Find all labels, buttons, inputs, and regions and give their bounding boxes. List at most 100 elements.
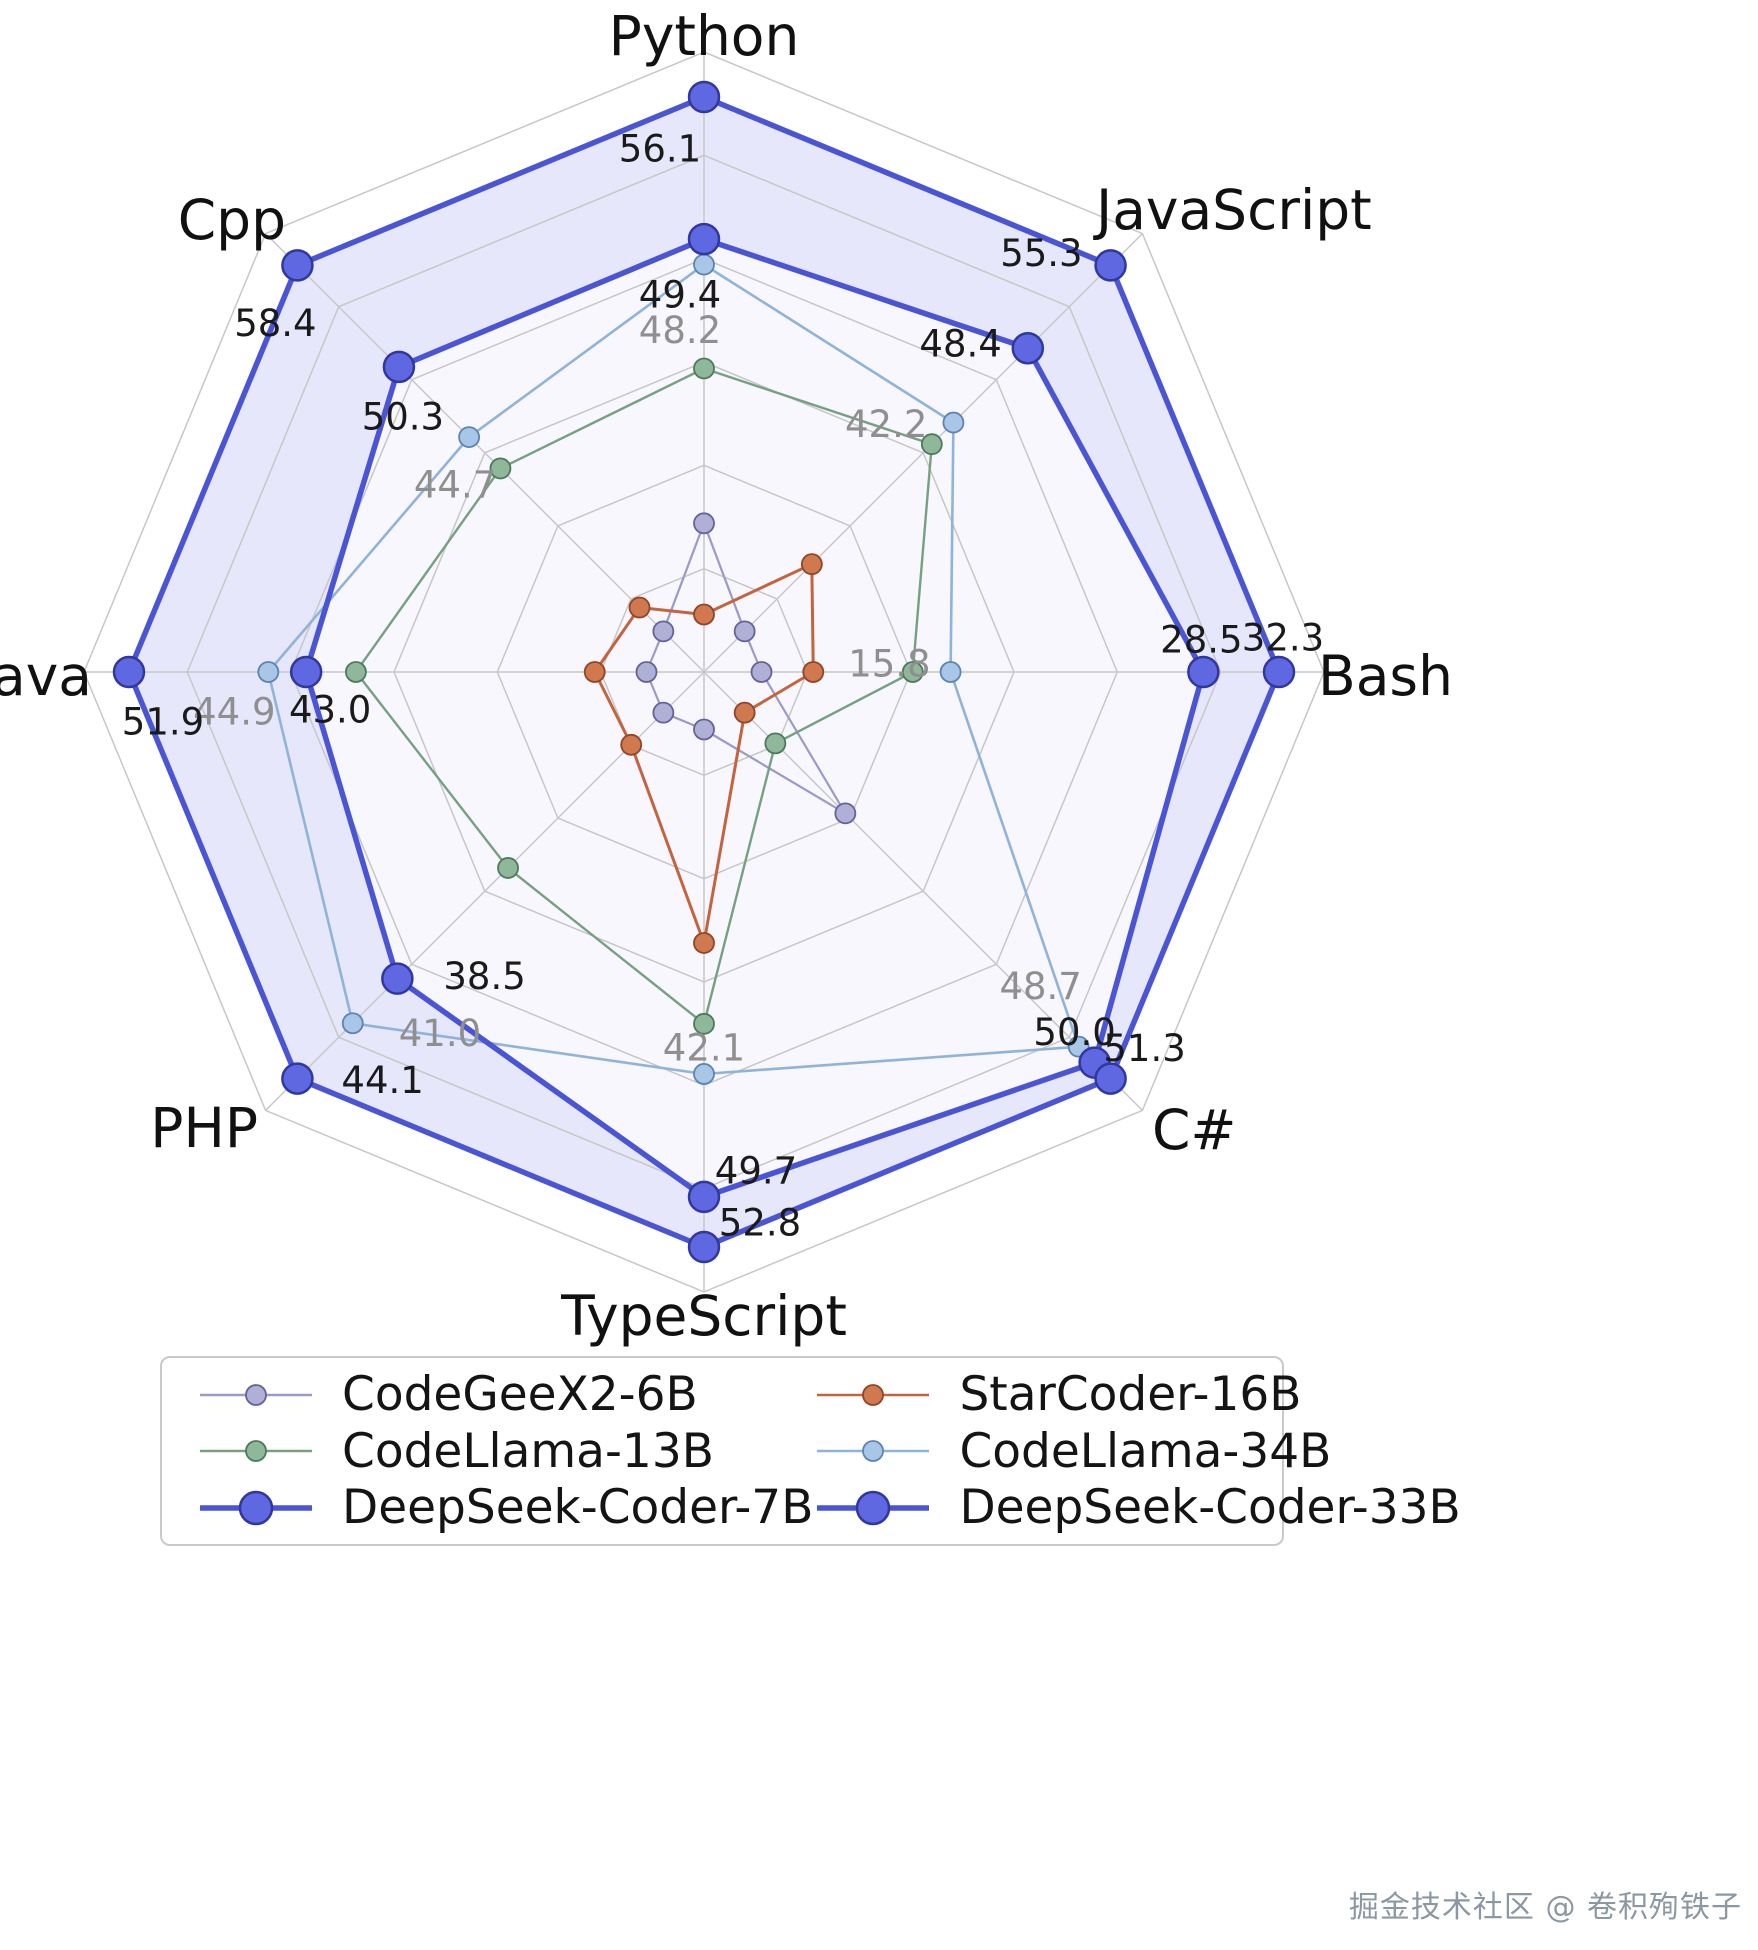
value-label-deepseek-coder-33b-c: 51.3 (1103, 1027, 1185, 1070)
value-label-codellama-34b-php: 41.0 (399, 1012, 481, 1055)
legend-label: DeepSeek-Coder-33B (959, 1480, 1461, 1535)
legend-item-codegeex2-6b: CodeGeeX2-6B (196, 1367, 813, 1423)
data-point-codegeex2-6b-cpp (652, 620, 675, 643)
data-point-starcoder-16b-javascript (800, 553, 823, 576)
axis-spoke-javascript (703, 233, 1143, 673)
axis-label-java: Java (0, 644, 92, 708)
data-point-deepseek-coder-7b-typescript (687, 1180, 721, 1214)
value-label-deepseek-coder-7b-cpp: 50.3 (362, 395, 444, 438)
legend-item-deepseek-coder-7b: DeepSeek-Coder-7B (196, 1480, 813, 1536)
legend-dot (238, 1490, 274, 1525)
data-point-deepseek-coder-33b-c (1094, 1062, 1127, 1095)
data-point-deepseek-coder-7b-javascript (1011, 331, 1045, 365)
value-label-deepseek-coder-33b-java: 51.9 (122, 701, 204, 744)
axis-label-javascript: JavaScript (1093, 178, 1372, 242)
value-label-deepseek-coder-7b-php: 38.5 (443, 955, 525, 998)
data-point-codellama-34b-java (257, 661, 280, 683)
legend-label: DeepSeek-Coder-7B (342, 1480, 814, 1535)
data-point-deepseek-coder-7b-bash (1187, 655, 1220, 689)
data-point-starcoder-16b-c (733, 701, 756, 724)
value-label-deepseek-coder-7b-javascript: 48.4 (919, 323, 1001, 366)
value-label-deepseek-coder-7b-java: 43.0 (289, 689, 371, 732)
value-label-deepseek-coder-7b-python: 49.4 (639, 274, 721, 317)
value-label-deepseek-coder-7b-c: 50.0 (1033, 1011, 1115, 1054)
value-label-deepseek-coder-33b-python: 56.1 (619, 128, 701, 171)
legend-marker-deepseek-coder-33b (817, 1490, 930, 1525)
data-point-starcoder-16b-typescript (693, 932, 715, 954)
value-label-deepseek-coder-7b-typescript: 49.7 (715, 1149, 797, 1192)
axis-label-typescript: TypeScript (560, 1284, 847, 1348)
data-point-deepseek-coder-7b-java (289, 655, 323, 689)
data-point-deepseek-coder-33b-javascript (1094, 249, 1127, 282)
value-label-deepseek-coder-33b-javascript: 55.3 (1000, 232, 1082, 275)
data-point-codellama-34b-python (693, 253, 715, 276)
data-point-deepseek-coder-33b-php (281, 1062, 314, 1095)
legend-item-codellama-13b: CodeLlama-13B (196, 1423, 813, 1479)
data-point-deepseek-coder-7b-php (381, 962, 414, 995)
data-point-deepseek-coder-7b-python (687, 222, 721, 256)
data-point-codellama-13b-cpp (489, 457, 512, 480)
data-point-codellama-34b-cpp (458, 426, 480, 448)
radar-chart: 48.2 42.2 15.8 48.7 42.1 41.0 44.9 44.7 49.4 48.4… (0, 4, 1453, 1348)
legend-marker-codellama-34b (817, 1440, 930, 1462)
axis-label-cpp: Cpp (178, 188, 286, 252)
legend-label: CodeLlama-13B (342, 1423, 714, 1479)
legend-marker-codellama-13b (200, 1440, 312, 1462)
legend-dot (862, 1383, 885, 1406)
data-point-starcoder-16b-php (620, 733, 643, 756)
watermark-text: 掘金技术社区 @ 卷积殉铁子 (1348, 1890, 1742, 1925)
data-point-codellama-13b-c (764, 732, 787, 755)
axis-spoke-cpp (265, 233, 705, 673)
data-point-codellama-34b-typescript (693, 1063, 715, 1085)
data-point-starcoder-16b-java (583, 661, 606, 683)
legend-label: CodeLlama-34B (959, 1423, 1332, 1479)
data-point-deepseek-coder-33b-python (687, 80, 721, 114)
data-point-codellama-13b-typescript (693, 1012, 715, 1035)
value-label-codellama-34b-javascript: 42.2 (845, 403, 927, 446)
data-point-codegeex2-6b-java (635, 661, 658, 683)
data-point-codellama-13b-java (345, 661, 367, 683)
legend-marker-deepseek-coder-7b (200, 1490, 312, 1525)
data-point-codellama-13b-php (497, 857, 519, 879)
legend-dot (856, 1490, 891, 1525)
legend-dot (245, 1440, 267, 1462)
series-area-inner (306, 239, 1204, 1197)
value-label-codellama-34b-typescript: 42.1 (663, 1026, 745, 1069)
axis-label-php: PHP (150, 1096, 258, 1160)
value-label-codellama-34b-python: 48.2 (639, 309, 721, 352)
data-point-codegeex2-6b-php (652, 701, 675, 724)
value-label-codellama-34b-java: 44.9 (193, 691, 275, 734)
data-point-deepseek-coder-7b-cpp (382, 350, 416, 384)
value-label-deepseek-coder-33b-php: 44.1 (341, 1059, 423, 1102)
legend-marker-codegeex2-6b (200, 1383, 312, 1406)
axis-label-c: C# (1152, 1098, 1237, 1162)
data-point-starcoder-16b-cpp (628, 596, 651, 619)
data-point-codellama-13b-javascript (920, 433, 943, 456)
value-label-deepseek-coder-7b-bash: 28.5 (1160, 619, 1242, 662)
value-label-codellama-34b-bash: 15.8 (848, 643, 930, 686)
data-point-codegeex2-6b-typescript (693, 718, 715, 741)
data-point-codellama-34b-bash (939, 661, 962, 683)
value-label-deepseek-coder-33b-bash: 32.3 (1242, 617, 1324, 660)
legend-dot (862, 1440, 885, 1462)
data-point-codegeex2-6b-c (834, 802, 857, 825)
legend-dot (245, 1383, 267, 1406)
value-label-deepseek-coder-33b-cpp: 58.4 (234, 302, 316, 345)
axis-label-python: Python (609, 4, 800, 68)
data-point-deepseek-coder-33b-java (112, 655, 146, 689)
data-point-deepseek-coder-33b-typescript (687, 1230, 721, 1264)
legend-label: StarCoder-16B (959, 1367, 1302, 1422)
legend-label: CodeGeeX2-6B (342, 1367, 698, 1422)
data-point-codegeex2-6b-python (693, 512, 715, 535)
chart-legend: CodeGeeX2-6B StarCoder-16B CodeLlama-13B Co… (160, 1356, 1461, 1546)
data-point-codellama-13b-python (693, 357, 715, 380)
value-label-deepseek-coder-33b-typescript: 52.8 (719, 1202, 801, 1245)
data-point-codellama-13b-bash (901, 661, 924, 683)
legend-marker-starcoder-16b (817, 1383, 930, 1406)
axis-label-bash: Bash (1318, 644, 1453, 708)
data-point-deepseek-coder-33b-cpp (281, 249, 314, 282)
data-point-codegeex2-6b-bash (750, 661, 773, 683)
data-point-deepseek-coder-33b-bash (1262, 655, 1296, 689)
legend-item-codellama-34b: CodeLlama-34B (813, 1423, 1460, 1479)
